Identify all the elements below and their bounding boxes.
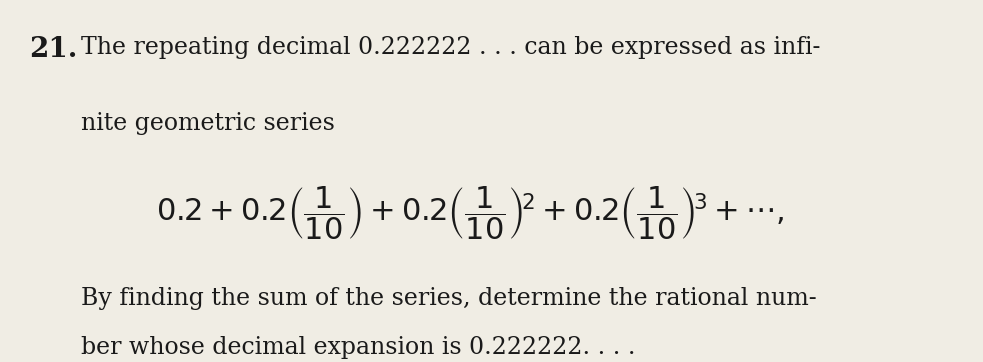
Text: $0.2 + 0.2\left(\dfrac{1}{10}\right) + 0.2\left(\dfrac{1}{10}\right)^{\!2} + 0.2: $0.2 + 0.2\left(\dfrac{1}{10}\right) + 0… (156, 184, 784, 241)
Text: The repeating decimal 0.222222 . . . can be expressed as infi-: The repeating decimal 0.222222 . . . can… (82, 36, 821, 59)
Text: By finding the sum of the series, determine the rational num-: By finding the sum of the series, determ… (82, 287, 817, 310)
Text: nite geometric series: nite geometric series (82, 111, 335, 135)
Text: ber whose decimal expansion is 0.222222. . . .: ber whose decimal expansion is 0.222222.… (82, 336, 636, 359)
Text: 21.: 21. (29, 36, 78, 63)
